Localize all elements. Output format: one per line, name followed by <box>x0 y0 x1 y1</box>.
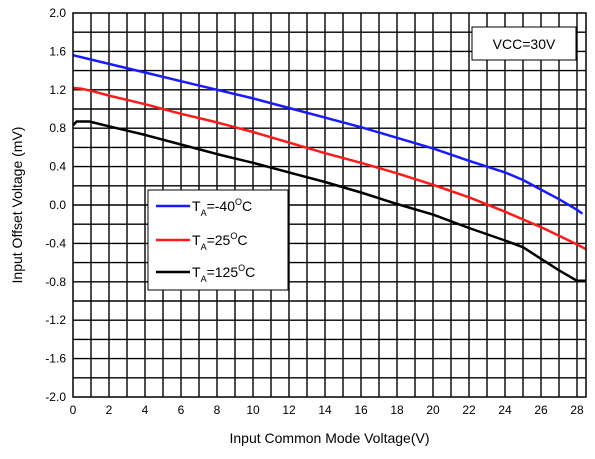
series-line-1 <box>72 86 587 251</box>
x-tick-label: 12 <box>282 403 296 417</box>
vcc-annotation: VCC=30V <box>471 26 577 61</box>
series-lines <box>72 53 587 283</box>
x-tick-label: 14 <box>318 403 332 417</box>
y-tick-label: -1.6 <box>45 352 66 366</box>
x-tick-label: 10 <box>246 403 260 417</box>
x-tick-label: 22 <box>462 403 476 417</box>
y-tick-label: 2.0 <box>49 6 66 20</box>
y-tick-label: -1.2 <box>45 313 66 327</box>
x-tick-labels: 0 2 4 6 8 10 12 14 16 18 20 22 24 26 28 <box>70 403 584 417</box>
x-tick-label: 18 <box>390 403 404 417</box>
x-tick-label: 6 <box>178 403 185 417</box>
x-tick-label: 24 <box>498 403 512 417</box>
x-tick-label: 0 <box>70 403 77 417</box>
plot-frame <box>72 12 587 398</box>
x-tick-label: 26 <box>534 403 548 417</box>
y-tick-label: 1.6 <box>49 44 66 58</box>
x-tick-label: 2 <box>106 403 113 417</box>
y-tick-label: -0.8 <box>45 275 66 289</box>
x-tick-label: 16 <box>354 403 368 417</box>
y-tick-label: 0.4 <box>49 160 66 174</box>
x-tick-label: 28 <box>570 403 584 417</box>
legend-label-1: TA=25OC <box>192 231 247 252</box>
y-tick-label: 1.2 <box>49 83 66 97</box>
legend-label-2: TA=125OC <box>192 263 255 284</box>
x-axis-label: Input Common Mode Voltage(V) <box>230 430 430 446</box>
x-tick-label: 20 <box>426 403 440 417</box>
legend-label-0: TA=-40OC <box>192 197 252 218</box>
y-tick-label: -2.0 <box>45 390 66 404</box>
x-tick-label: 4 <box>142 403 149 417</box>
series-line-0 <box>72 53 584 215</box>
vcc-annotation-text: VCC=30V <box>493 36 556 52</box>
series-line-2 <box>72 120 586 283</box>
y-axis-label: Input Offset Voltage (mV) <box>9 127 25 284</box>
y-tick-label: -0.4 <box>45 236 66 250</box>
legend: TA=-40OC TA=25OC TA=125OC <box>147 189 289 291</box>
y-tick-labels: 2.0 1.6 1.2 0.8 0.4 0.0 -0.4 -0.8 -1.2 -1.6 -2.0 <box>45 6 66 404</box>
x-tick-label: 8 <box>214 403 221 417</box>
y-tick-label: 0.0 <box>49 198 66 212</box>
y-tick-label: 0.8 <box>49 121 66 135</box>
